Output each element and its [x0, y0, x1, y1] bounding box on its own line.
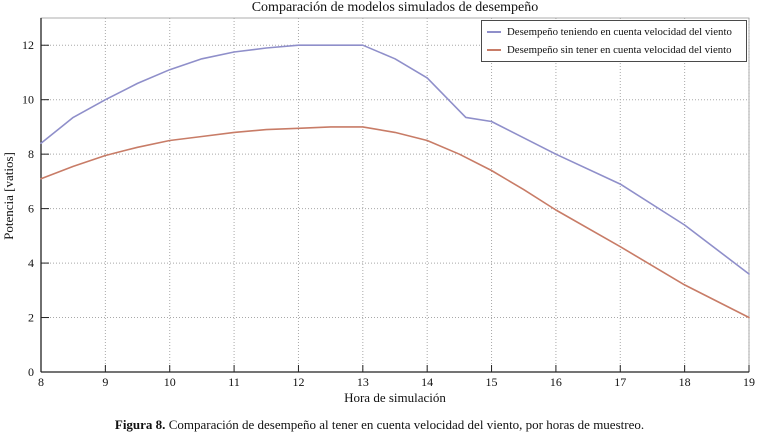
- svg-text:2: 2: [28, 311, 34, 325]
- svg-text:10: 10: [164, 375, 176, 389]
- svg-text:18: 18: [679, 375, 691, 389]
- legend-item: Desempeño sin tener en cuenta velocidad …: [482, 41, 746, 59]
- svg-text:17: 17: [614, 375, 626, 389]
- figure-caption-label: Figura 8.: [114, 417, 166, 432]
- x-axis-label: Hora de simulación: [344, 390, 446, 405]
- svg-text:13: 13: [357, 375, 369, 389]
- svg-text:8: 8: [38, 375, 44, 389]
- svg-text:12: 12: [292, 375, 304, 389]
- svg-text:0: 0: [28, 365, 34, 379]
- legend-label: Desempeño teniendo en cuenta velocidad d…: [507, 26, 732, 38]
- legend-line-swatch-without-wind: [487, 49, 501, 51]
- svg-text:15: 15: [486, 375, 498, 389]
- y-axis-label: Potencia [vatios]: [1, 152, 16, 240]
- svg-text:6: 6: [28, 202, 34, 216]
- figure-caption: Figura 8. Comparación de desempeño al te…: [0, 417, 759, 433]
- legend-line-swatch-with-wind: [487, 31, 501, 33]
- svg-text:10: 10: [22, 93, 34, 107]
- svg-text:11: 11: [228, 375, 240, 389]
- svg-text:4: 4: [28, 256, 34, 270]
- svg-text:12: 12: [22, 38, 34, 52]
- svg-text:8: 8: [28, 147, 34, 161]
- svg-text:19: 19: [743, 375, 755, 389]
- figure-caption-text: Comparación de desempeño al tener en cue…: [165, 417, 645, 432]
- legend-item: Desempeño teniendo en cuenta velocidad d…: [482, 23, 746, 41]
- svg-text:9: 9: [102, 375, 108, 389]
- legend-label: Desempeño sin tener en cuenta velocidad …: [507, 44, 732, 56]
- svg-text:14: 14: [421, 375, 433, 389]
- chart-title: Comparación de modelos simulados de dese…: [251, 0, 539, 15]
- svg-text:16: 16: [550, 375, 562, 389]
- chart-legend: Desempeño teniendo en cuenta velocidad d…: [481, 20, 747, 62]
